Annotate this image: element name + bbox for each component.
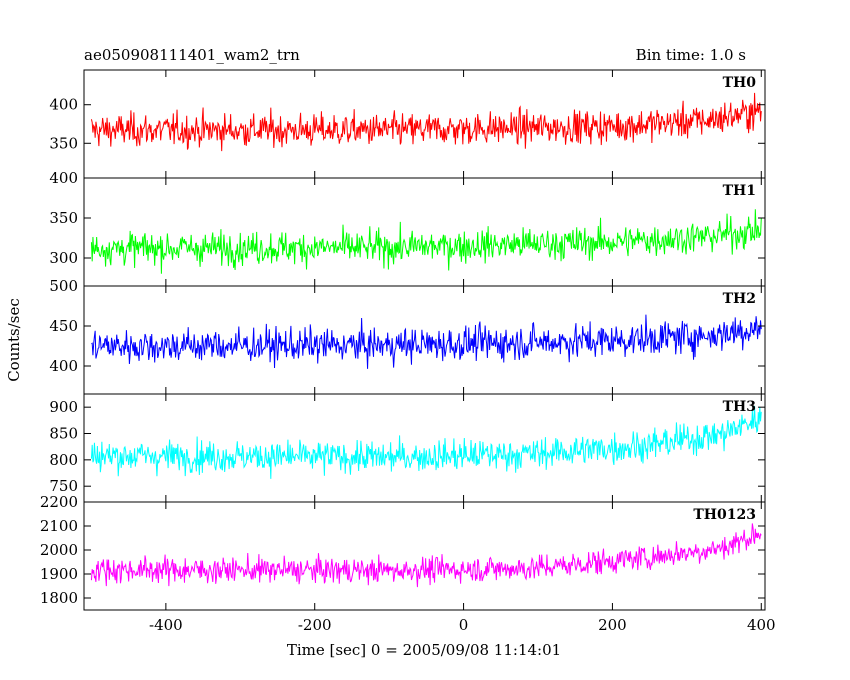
y-tick-label: 400 <box>49 96 78 114</box>
y-tick-label: 500 <box>49 277 78 295</box>
x-tick-label: 200 <box>598 616 627 634</box>
x-tick-label: 400 <box>747 616 776 634</box>
x-axis-label: Time [sec] 0 = 2005/09/08 11:14:01 <box>287 641 561 659</box>
panel-frame-th0123 <box>83 501 766 611</box>
y-tick-label: 2100 <box>40 517 78 535</box>
panel-frame-th3 <box>83 393 766 503</box>
y-tick-label: 800 <box>49 451 78 469</box>
y-tick-label: 850 <box>49 425 78 443</box>
chart-title: ae050908111401_wam2_trn <box>84 46 300 64</box>
panel-frame-th1 <box>83 177 766 287</box>
bin-time-label: Bin time: 1.0 s <box>636 46 746 64</box>
y-tick-label: 2200 <box>40 493 78 511</box>
panels-group: 350 400 TH0 300 350 400 TH1 400 450 500 TH2 750 800 8… <box>40 69 776 634</box>
y-tick-label: 1900 <box>40 565 78 583</box>
series-line-th0 <box>90 92 762 152</box>
series-line-th0123 <box>90 523 762 588</box>
y-tick-label: 400 <box>49 357 78 375</box>
y-tick-label: 750 <box>49 477 78 495</box>
series-line-th1 <box>90 209 762 274</box>
y-tick-label: 1800 <box>40 589 78 607</box>
y-tick-label: 2000 <box>40 541 78 559</box>
panel-label-th3: TH3 <box>723 399 756 415</box>
y-axis-label: Counts/sec <box>5 298 23 382</box>
y-tick-label: 350 <box>49 134 78 152</box>
y-tick-label: 450 <box>49 317 78 335</box>
x-tick-label: 0 <box>459 616 469 634</box>
panel-label-th2: TH2 <box>723 291 756 307</box>
y-tick-label: 350 <box>49 209 78 227</box>
y-tick-label: 400 <box>49 169 78 187</box>
y-tick-label: 900 <box>49 398 78 416</box>
panel-label-th0: TH0 <box>723 75 757 91</box>
panel-label-th1: TH1 <box>723 183 756 199</box>
x-tick-label: -400 <box>149 616 183 634</box>
series-line-th3 <box>90 405 762 479</box>
panel-label-th0123: TH0123 <box>693 507 756 523</box>
series-line-th2 <box>91 314 762 369</box>
y-tick-label: 300 <box>49 249 78 267</box>
x-tick-label: -200 <box>298 616 332 634</box>
